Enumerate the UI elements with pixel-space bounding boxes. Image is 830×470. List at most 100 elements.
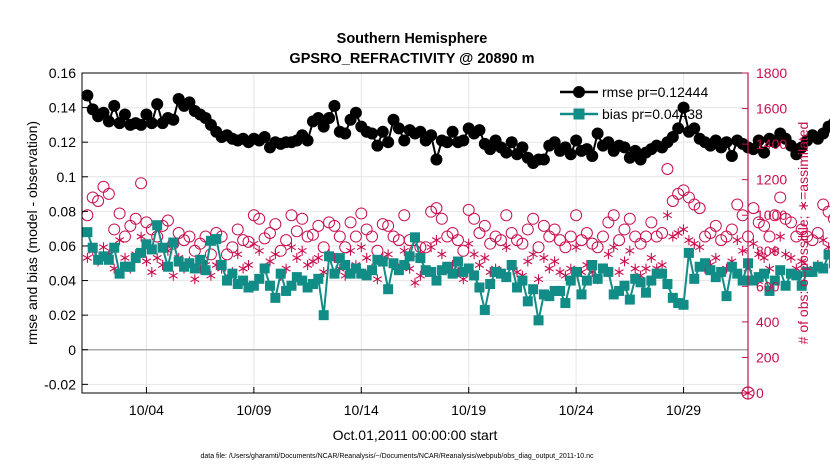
bias-point (410, 232, 420, 243)
obs-possible-point (661, 163, 674, 175)
bias-point (109, 242, 120, 253)
bias-point (748, 275, 759, 286)
bias-point (490, 266, 501, 277)
rmse-point (81, 89, 94, 102)
obs-assimilated-point (539, 252, 549, 263)
obs-assimilated-point (345, 245, 356, 256)
rmse-point (382, 136, 395, 149)
obs-assimilated-point (265, 256, 275, 267)
obs-possible-point (494, 234, 507, 247)
obs-possible-point (355, 207, 368, 220)
bias-point (243, 282, 254, 293)
obs-assimilated-point (748, 238, 758, 249)
left-axis-label: rmse and bias (model - observation) (24, 121, 40, 345)
legend-rmse-label: rmse pr=0.12444 (602, 84, 708, 100)
obs-assimilated-point (732, 235, 742, 246)
rmse-point (752, 134, 765, 147)
obs-assimilated-point (533, 274, 544, 285)
obs-assimilated-point (641, 263, 651, 274)
obs-possible-point (226, 241, 239, 254)
rmse-point (602, 136, 615, 149)
bias-point (560, 298, 571, 309)
bias-point (732, 268, 743, 279)
rmse-point (688, 122, 701, 135)
bias-point (146, 244, 157, 255)
obs-assimilated-point (678, 224, 689, 235)
rmse-point (768, 136, 781, 149)
obs-possible-point (521, 223, 534, 236)
bias-point (152, 220, 163, 231)
obs-possible-point (564, 230, 577, 243)
bias-point (538, 289, 549, 300)
obs-possible-point (613, 234, 626, 247)
left-axis-ticks: -0.02 0 0.02 0.04 0.06 0.08 0.1 0.12 0.14 0.16 (44, 65, 88, 392)
bias-point (136, 247, 147, 258)
rmse-point (371, 139, 384, 152)
bias-point (522, 296, 533, 307)
bias-point (388, 258, 399, 269)
bias-point (264, 280, 275, 291)
obs-possible-point (317, 241, 330, 254)
obs-assimilated-point (190, 274, 200, 285)
plot-area: -0.02 0 0.02 0.04 0.06 0.08 0.1 0.12 0.14 0.16 0 2… (44, 65, 830, 418)
obs-possible-point (451, 234, 464, 247)
x-axis-ticks: 10/04 10/09 10/14 10/19 10/24 10/29 (129, 387, 701, 418)
obs-possible-point (312, 219, 325, 232)
obs-possible-point (430, 202, 443, 215)
bias-point (828, 258, 830, 269)
obs-possible-point (462, 203, 475, 216)
obs-assimilated-point (759, 252, 769, 263)
bias-point (726, 261, 737, 272)
obs-possible-point (333, 230, 346, 243)
bias-point (286, 280, 297, 291)
obs-assimilated-point (292, 252, 302, 263)
rmse-point (516, 141, 529, 154)
bias-point (737, 275, 748, 286)
bias-point (662, 279, 673, 290)
bias-point (248, 280, 259, 291)
bias-point (678, 299, 689, 310)
bias-point (646, 275, 657, 286)
left-tick-label: 0.16 (49, 65, 76, 81)
obs-possible-point (607, 209, 620, 222)
obs-possible-point (623, 212, 636, 225)
bias-point (307, 279, 318, 290)
obs-assimilated-point (141, 256, 152, 267)
obs-assimilated-point (437, 249, 447, 260)
data-file-footnote: data file: /Users/gharamti/Documents/NCA… (200, 453, 594, 460)
right-tick-label: 1600 (756, 101, 787, 117)
obs-assimilated-point (152, 252, 162, 263)
obs-possible-point (414, 241, 427, 254)
obs-assimilated-point (775, 231, 785, 242)
bias-point (689, 273, 700, 284)
bias-point (393, 265, 404, 276)
obs-possible-point (731, 198, 744, 211)
bias-point (667, 292, 678, 303)
obs-assimilated-point (625, 245, 635, 256)
bias-point (469, 270, 480, 281)
rmse-point (505, 136, 518, 149)
obs-possible-point (532, 241, 545, 254)
right-tick-label: 400 (756, 314, 780, 330)
obs-assimilated-point (786, 252, 796, 263)
obs-possible-point (559, 241, 572, 254)
obs-possible-point (645, 216, 658, 229)
bias-point (528, 284, 539, 295)
bias-point (823, 249, 830, 260)
obs-assimilated-point (372, 274, 382, 285)
bias-point (420, 265, 431, 276)
rmse-point (167, 113, 180, 126)
obs-possible-point (280, 234, 293, 247)
bias-point (474, 282, 485, 293)
bias-point (533, 315, 544, 326)
obs-possible-point (253, 212, 266, 225)
right-tick-label: 600 (756, 278, 780, 294)
bias-point (367, 265, 378, 276)
obs-assimilated-point (474, 260, 485, 270)
rmse-point (548, 136, 561, 149)
obs-possible-point (231, 223, 244, 236)
obs-assimilated-point (313, 252, 323, 263)
bias-point (238, 275, 249, 286)
legend-rmse-marker (573, 86, 585, 98)
obs-assimilated-point (695, 242, 705, 253)
